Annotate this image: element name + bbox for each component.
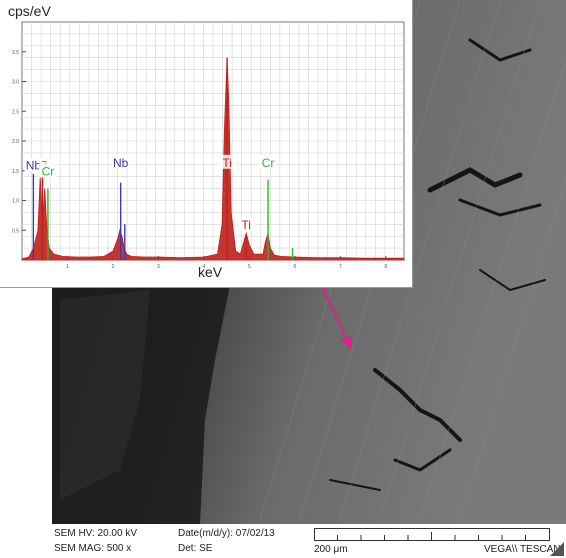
peak-label-bg bbox=[237, 217, 256, 232]
peak-label-nb: Nb bbox=[26, 159, 42, 173]
y-tick-label: 1.0 bbox=[12, 199, 19, 205]
y-tick-label: 0.5 bbox=[12, 228, 19, 234]
sem-mag-label: SEM MAG: 500 x bbox=[54, 543, 132, 554]
x-tick-label: 5 bbox=[248, 264, 251, 270]
brand-label: VEGA\\ TESCAN bbox=[484, 544, 561, 555]
peak-label-cr: Cr bbox=[262, 156, 275, 170]
y-tick-label: 2.5 bbox=[12, 109, 19, 115]
x-tick-label: 4 bbox=[203, 264, 206, 270]
y-tick-label: 1.5 bbox=[12, 169, 19, 175]
peak-label-bg bbox=[218, 154, 237, 169]
y-tick-label: 3.0 bbox=[12, 80, 19, 86]
peak-label-bg bbox=[24, 157, 43, 172]
peak-label-cr: Cr bbox=[42, 165, 55, 179]
x-tick-label: 2 bbox=[112, 264, 115, 270]
scale-bar bbox=[314, 528, 550, 541]
tescan-logo-icon bbox=[550, 542, 564, 556]
scale-label: 200 μm bbox=[314, 544, 348, 555]
detector-label: Det: SE bbox=[178, 543, 213, 554]
x-tick-label: 6 bbox=[293, 264, 296, 270]
y-axis-label: cps/eV bbox=[8, 3, 51, 19]
x-tick-label: 8 bbox=[384, 264, 387, 270]
pointer-arrow bbox=[319, 281, 352, 350]
x-tick-label: 3 bbox=[157, 264, 160, 270]
x-tick-label: 7 bbox=[339, 264, 342, 270]
peak-label-ti: Ti bbox=[241, 218, 251, 232]
y-tick-label: 3.5 bbox=[12, 50, 19, 56]
peak-label-nb: Nb bbox=[113, 156, 129, 170]
peak-label-bg bbox=[38, 163, 57, 178]
sem-hv-label: SEM HV: 20.00 kV bbox=[54, 528, 137, 539]
x-axis-label: keV bbox=[198, 264, 223, 280]
sem-info-bar: SEM HV: 20.00 kV SEM MAG: 500 x Date(m/d… bbox=[52, 524, 566, 558]
y-tick-label: 2.0 bbox=[12, 139, 19, 145]
x-tick-label: 1 bbox=[66, 264, 69, 270]
peak-label-ti: Ti bbox=[222, 156, 232, 170]
sem-textured-region bbox=[60, 290, 150, 500]
eds-spectrum-panel: 0.51.01.52.02.53.03.512345678TiNbCrNbTiT… bbox=[0, 0, 413, 288]
peak-label-bg bbox=[111, 154, 130, 169]
peak-label-bg bbox=[259, 154, 278, 169]
eds-spectrum-chart: 0.51.01.52.02.53.03.512345678TiNbCrNbTiT… bbox=[12, 21, 405, 270]
date-label: Date(m/d/y): 07/02/13 bbox=[178, 528, 275, 539]
